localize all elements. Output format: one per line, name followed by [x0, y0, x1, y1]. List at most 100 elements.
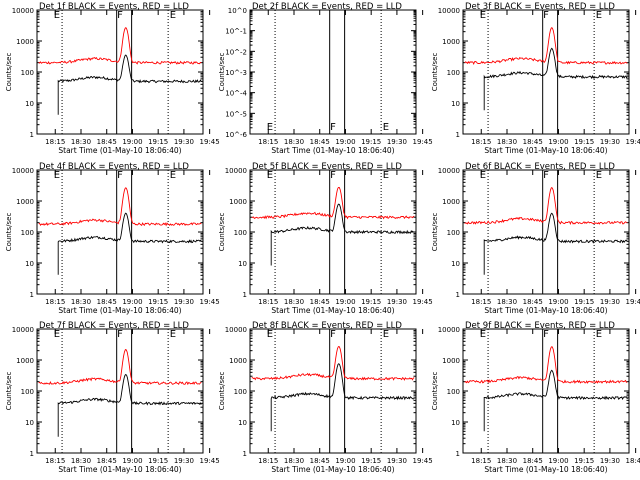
panel-title: Det 9f BLACK = Events, RED = LLD	[465, 321, 615, 331]
x-tick-label: 19:30	[174, 298, 194, 306]
y-tick-label: 1000	[16, 38, 34, 46]
y-tick-label: 10	[451, 419, 460, 427]
y-tick-label: 100	[447, 229, 460, 237]
y-tick-label: 10000	[225, 326, 247, 334]
interval-marker: E	[480, 329, 486, 340]
x-tick-label: 18:30	[71, 298, 91, 306]
y-tick-label: 10	[451, 260, 460, 268]
x-tick-label: 18:15	[258, 138, 278, 146]
interval-marker: E	[267, 122, 273, 133]
x-tick-label: 18:30	[497, 138, 517, 146]
x-tick-label: 18:45	[523, 298, 543, 306]
y-tick-label: 1000	[442, 198, 460, 206]
panel-det-7f: Det 7f BLACK = Events, RED = LLD 1 10 100 10…	[5, 321, 220, 474]
x-tick-label: 18:15	[45, 138, 65, 146]
interval-marker: F	[543, 10, 549, 21]
panel-det-5f: Det 5f BLACK = Events, RED = LLD 1 10 100 10…	[218, 162, 433, 315]
y-tick-label: 10^-3	[225, 69, 247, 77]
x-tick-label: 18:45	[310, 298, 330, 306]
x-tick-label: 19:15	[574, 138, 594, 146]
lld-series-line	[464, 346, 628, 384]
y-tick-label: 1000	[229, 198, 247, 206]
y-tick-label: 1	[243, 291, 247, 299]
panel-det-4f: Det 4f BLACK = Events, RED = LLD 1 10 100 10…	[5, 162, 220, 315]
interval-marker: E	[383, 329, 389, 340]
lld-series-line	[251, 186, 415, 220]
y-tick-label: 10^0	[228, 7, 247, 15]
y-tick-label: 10000	[12, 326, 34, 334]
panel-det-1f: Det 1f BLACK = Events, RED = LLD 1 10 100 10…	[5, 2, 220, 155]
interval-marker: E	[170, 170, 176, 181]
interval-marker: E	[54, 170, 60, 181]
x-tick-label: 18:45	[97, 138, 117, 146]
lld-series-line	[38, 349, 202, 386]
panel-title: Det 8f BLACK = Events, RED = LLD	[252, 321, 402, 331]
x-tick-label: 18:15	[258, 298, 278, 306]
panel-det-8f: Det 8f BLACK = Events, RED = LLD 1 10 100 10…	[218, 321, 433, 474]
x-tick-label: 19:00	[335, 457, 355, 465]
x-tick-label: 18:15	[471, 138, 491, 146]
interval-marker: E	[596, 170, 602, 181]
interval-marker: E	[383, 170, 389, 181]
y-tick-label: 100	[21, 69, 34, 77]
y-tick-label: 1	[30, 450, 34, 458]
x-tick-label: 19:15	[574, 457, 594, 465]
x-tick-label: 19:00	[335, 138, 355, 146]
interval-marker: F	[330, 122, 336, 133]
y-tick-label: 10	[238, 260, 247, 268]
x-axis-label: Start Time (01-May-10 18:06:40)	[58, 146, 181, 155]
lld-series-line	[38, 187, 202, 227]
interval-marker: F	[330, 170, 336, 181]
x-tick-label: 18:45	[310, 138, 330, 146]
x-axis-label: Start Time (01-May-10 18:06:40)	[271, 465, 394, 474]
x-tick-label: 18:45	[97, 457, 117, 465]
x-tick-label: 18:30	[497, 298, 517, 306]
y-tick-label: 10000	[12, 167, 34, 175]
y-tick-label: 1	[456, 291, 460, 299]
x-tick-label: 19:30	[387, 138, 407, 146]
x-tick-label: 18:45	[626, 457, 640, 465]
x-tick-label: 19:00	[548, 138, 568, 146]
y-tick-label: 10000	[225, 167, 247, 175]
x-tick-label: 19:30	[600, 138, 620, 146]
x-tick-label: 19:45	[200, 298, 220, 306]
y-tick-label: 10000	[12, 7, 34, 15]
x-tick-label: 19:15	[148, 138, 168, 146]
x-tick-label: 19:15	[148, 457, 168, 465]
x-tick-label: 18:30	[71, 457, 91, 465]
y-tick-label: 10^-2	[225, 48, 247, 56]
lld-series-line	[464, 27, 628, 65]
y-tick-label: 10	[25, 419, 34, 427]
interval-marker: E	[54, 10, 60, 21]
interval-marker: E	[383, 122, 389, 133]
events-series-line	[57, 373, 202, 437]
x-tick-label: 19:45	[626, 138, 640, 146]
x-axis-label: Start Time (01-May-10 18:06:40)	[484, 465, 607, 474]
x-tick-label: 19:30	[600, 298, 620, 306]
y-axis-label: Counts/sec	[218, 213, 226, 252]
y-tick-label: 10000	[438, 326, 460, 334]
interval-marker: E	[267, 329, 273, 340]
x-axis-label: Start Time (01-May-10 18:06:40)	[484, 306, 607, 315]
x-tick-label: 19:30	[600, 457, 620, 465]
events-series-line	[270, 363, 415, 432]
x-tick-label: 18:15	[258, 457, 278, 465]
x-tick-label: 18:45	[310, 457, 330, 465]
interval-marker: F	[543, 170, 549, 181]
x-tick-label: 19:00	[122, 457, 142, 465]
y-axis-label: Counts/sec	[431, 53, 439, 92]
interval-marker: F	[117, 170, 123, 181]
panel-title: Det 6f BLACK = Events, RED = LLD	[465, 162, 615, 172]
y-tick-label: 100	[447, 69, 460, 77]
events-series-line	[57, 54, 202, 115]
y-tick-label: 100	[234, 388, 247, 396]
y-tick-label: 1000	[229, 357, 247, 365]
y-tick-label: 1	[243, 450, 247, 458]
y-tick-label: 1000	[442, 357, 460, 365]
x-tick-label: 18:30	[71, 138, 91, 146]
events-series-line	[57, 212, 202, 275]
y-tick-label: 1	[30, 131, 34, 139]
x-tick-label: 18:15	[45, 457, 65, 465]
y-tick-label: 100	[234, 229, 247, 237]
